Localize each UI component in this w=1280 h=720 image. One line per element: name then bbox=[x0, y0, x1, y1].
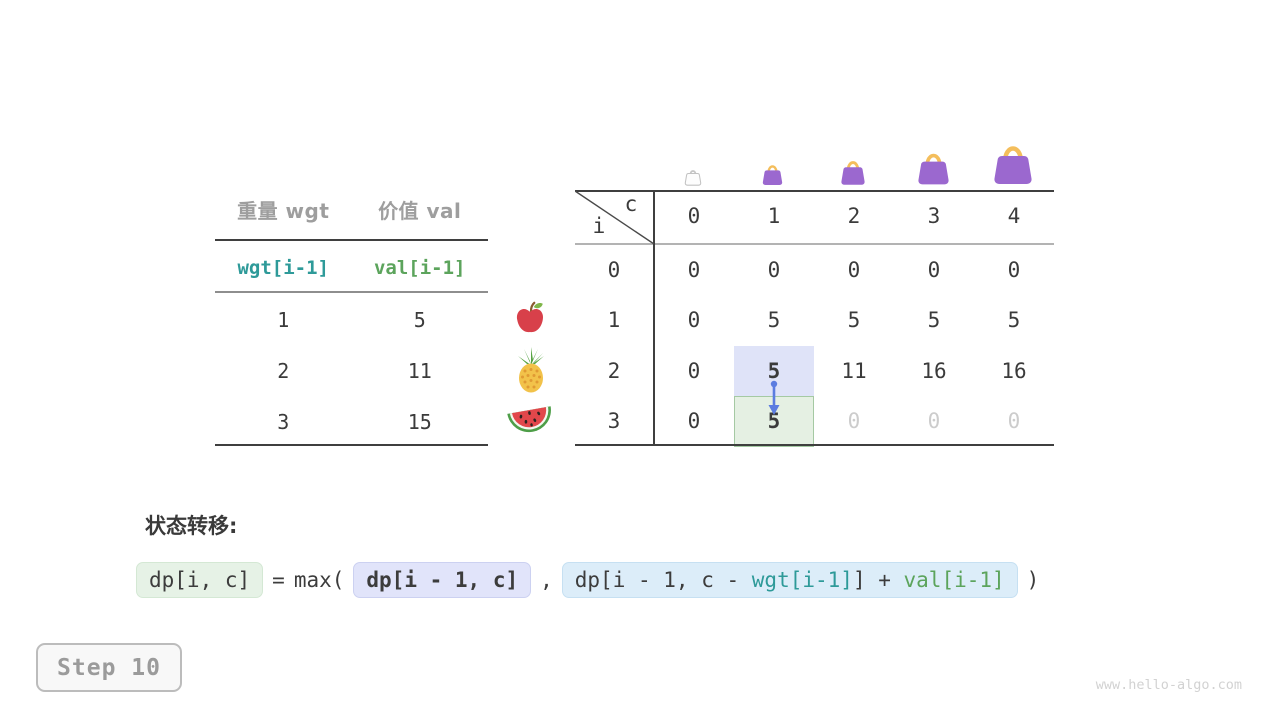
bag-icon-capacity-1 bbox=[762, 165, 783, 185]
dp-cell-1-0: 0 bbox=[687, 308, 701, 332]
dp-corner-col-var: c bbox=[624, 192, 638, 216]
dp-cell-1-3: 5 bbox=[927, 308, 941, 332]
formula-max-open: max( bbox=[293, 568, 345, 592]
dp-cell-3-0: 0 bbox=[687, 409, 701, 433]
watermelon-icon bbox=[507, 406, 551, 433]
dp-cell-2-0: 0 bbox=[687, 358, 701, 383]
formula-arg2-mid: ] + bbox=[852, 568, 904, 592]
dp-row-header-1: 1 bbox=[607, 308, 621, 332]
bag-icon-capacity-3 bbox=[918, 153, 949, 185]
dp-corner-row-var: i bbox=[592, 214, 606, 238]
item3-value: 15 bbox=[407, 410, 432, 434]
item-row-2: 2 11 bbox=[215, 356, 488, 386]
dp-cell-2-3: 16 bbox=[921, 358, 947, 383]
dp-table-header-separator bbox=[575, 243, 1054, 245]
formula-arg2: dp[i - 1, c - wgt[i-1]] + val[i-1] bbox=[561, 562, 1018, 598]
items-table-subheader-row: wgt[i-1] val[i-1] bbox=[215, 253, 488, 283]
dp-cell-0-2: 0 bbox=[847, 257, 861, 282]
transition-arrow-icon bbox=[768, 380, 780, 415]
item2-value: 11 bbox=[407, 359, 432, 383]
empty-bag-icon bbox=[684, 170, 702, 186]
item1-value: 5 bbox=[413, 308, 426, 332]
dp-col-header-1: 1 bbox=[767, 204, 781, 228]
dp-cell-2-4: 16 bbox=[1001, 358, 1027, 383]
formula-arg2-wgt: wgt[i-1] bbox=[751, 568, 853, 592]
dp-cell-2-2: 11 bbox=[841, 358, 867, 383]
item1-weight: 1 bbox=[277, 308, 290, 332]
dp-col-header-4: 4 bbox=[1007, 204, 1021, 228]
dp-row-header-2: 2 bbox=[607, 358, 621, 383]
state-transition-label: 状态转移: bbox=[145, 514, 238, 538]
dp-row-header-0: 0 bbox=[607, 257, 621, 282]
dp-table: c i 0 1 2 3 4 0 1 2 3 0 0 0 0 0 0 5 5 5 … bbox=[575, 190, 1054, 447]
item2-weight: 2 bbox=[277, 359, 290, 383]
bag-icon-capacity-4 bbox=[994, 146, 1032, 184]
formula-equals: = bbox=[272, 568, 285, 592]
bag-icon-capacity-2 bbox=[841, 161, 865, 185]
dp-row-header-3: 3 bbox=[607, 409, 621, 433]
dp-row-0: 0 0 0 0 0 bbox=[654, 245, 1054, 296]
dp-cell-0-3: 0 bbox=[927, 257, 941, 282]
dp-cell-3-2: 0 bbox=[847, 409, 861, 433]
dp-table-vertical-divider bbox=[653, 190, 655, 446]
dp-cell-3-1: 5 bbox=[767, 409, 781, 433]
val-array-label: val[i-1] bbox=[373, 257, 466, 279]
dp-col-header-row: 0 1 2 3 4 bbox=[654, 190, 1054, 243]
items-table-divider bbox=[215, 239, 488, 241]
pineapple-icon bbox=[518, 347, 544, 393]
dp-row-2: 0 5 11 16 16 bbox=[654, 346, 1054, 397]
step-badge: Step 10 bbox=[36, 643, 182, 692]
dp-col-header-2: 2 bbox=[847, 204, 861, 228]
formula-close-paren: ) bbox=[1026, 568, 1040, 592]
weight-column-header: 重量 wgt bbox=[237, 199, 330, 223]
dp-corner-diagonal bbox=[575, 190, 654, 244]
state-transition-formula: dp[i, c] = max( dp[i - 1, c] , dp[i - 1,… bbox=[136, 560, 1039, 600]
dp-col-header-3: 3 bbox=[927, 204, 941, 228]
items-table-header-row: 重量 wgt 价值 val bbox=[215, 196, 488, 226]
items-table-bottom-border bbox=[215, 444, 488, 446]
dp-col-header-0: 0 bbox=[687, 204, 701, 228]
formula-separator: , bbox=[540, 568, 553, 592]
dp-row-1: 0 5 5 5 5 bbox=[654, 295, 1054, 346]
formula-arg1: dp[i - 1, c] bbox=[353, 562, 532, 598]
value-column-header: 价值 val bbox=[378, 199, 462, 223]
items-table: 重量 wgt 价值 val wgt[i-1] val[i-1] 1 5 2 11… bbox=[215, 190, 488, 446]
item-row-1: 1 5 bbox=[215, 305, 488, 335]
item-row-3: 3 15 bbox=[215, 407, 488, 437]
item3-weight: 3 bbox=[277, 410, 290, 434]
dp-cell-0-0: 0 bbox=[687, 257, 701, 282]
dp-table-top-border bbox=[575, 190, 1054, 192]
dp-cell-1-1: 5 bbox=[767, 308, 781, 332]
wgt-array-label: wgt[i-1] bbox=[237, 257, 329, 279]
dp-cell-0-1: 0 bbox=[767, 257, 781, 282]
dp-cell-2-1: 5 bbox=[767, 358, 781, 383]
formula-arg2-val: val[i-1] bbox=[903, 568, 1005, 592]
dp-cell-0-4: 0 bbox=[1007, 257, 1021, 282]
dp-table-bottom-border bbox=[575, 444, 1054, 446]
apple-icon bbox=[516, 301, 544, 333]
dp-cell-1-4: 5 bbox=[1007, 308, 1021, 332]
dp-cell-3-3: 0 bbox=[927, 409, 941, 433]
dp-cell-3-4: 0 bbox=[1007, 409, 1021, 433]
items-table-divider bbox=[215, 291, 488, 293]
formula-arg2-prefix: dp[i - 1, c - bbox=[574, 568, 752, 592]
formula-lhs: dp[i, c] bbox=[136, 562, 264, 598]
dp-row-3: 0 5 0 0 0 bbox=[654, 396, 1054, 447]
watermark: www.hello-algo.com bbox=[1095, 677, 1242, 693]
dp-cell-1-2: 5 bbox=[847, 308, 861, 332]
